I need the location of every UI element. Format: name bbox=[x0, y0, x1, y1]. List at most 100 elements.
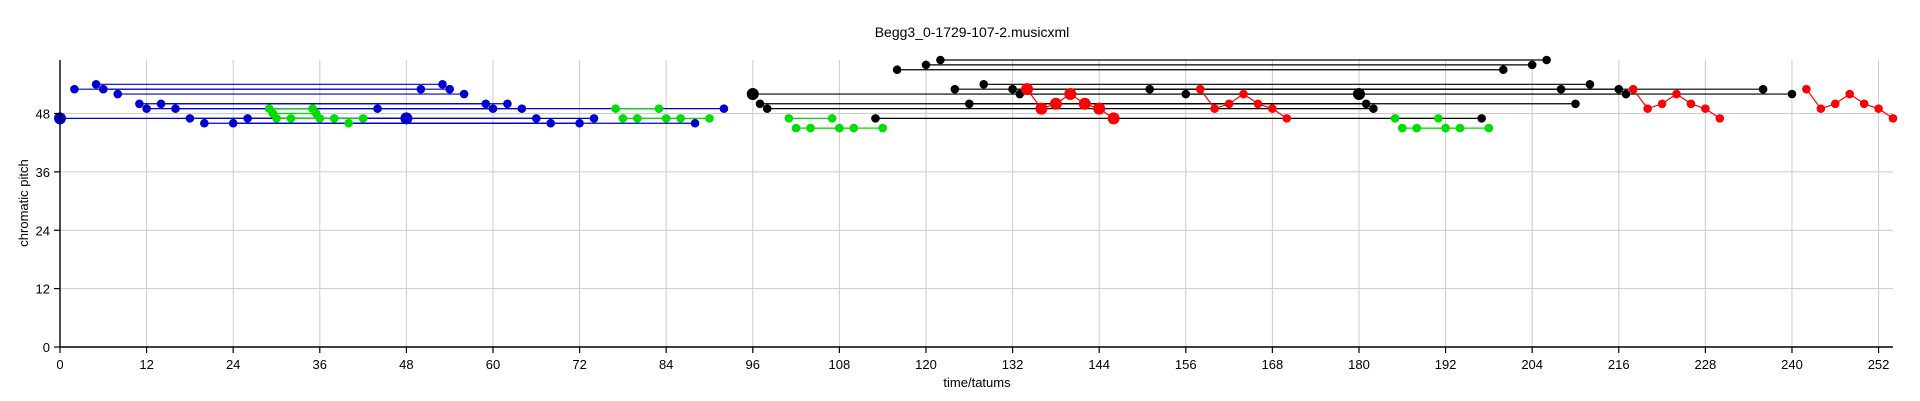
green-note-point bbox=[676, 114, 685, 123]
red-note-point bbox=[1224, 99, 1234, 109]
red-note-point bbox=[1802, 84, 1811, 94]
green-note-point bbox=[1390, 114, 1400, 123]
black-note-point bbox=[1758, 84, 1768, 94]
red-note-point bbox=[1268, 104, 1277, 113]
red-note-point bbox=[1859, 99, 1869, 109]
x-tick-label: 36 bbox=[313, 357, 327, 372]
red-note-point bbox=[1672, 89, 1681, 99]
red-note-point bbox=[1628, 84, 1638, 94]
blue-note-point bbox=[135, 99, 144, 109]
blue-note-point bbox=[503, 99, 512, 109]
grid bbox=[60, 60, 1893, 347]
black-note-point bbox=[936, 55, 945, 65]
black-note-point bbox=[1621, 89, 1631, 99]
blue-note-point bbox=[445, 84, 454, 94]
blue-note-point bbox=[546, 118, 556, 128]
blue-note-point bbox=[719, 104, 729, 113]
green-note-point bbox=[1434, 114, 1443, 123]
black-note-point bbox=[1542, 55, 1551, 65]
red-note-point bbox=[1282, 114, 1292, 123]
blue-note-point bbox=[185, 114, 195, 123]
x-tick-label: 204 bbox=[1521, 357, 1543, 372]
red-note-point bbox=[1107, 112, 1120, 125]
black-note-point bbox=[1585, 80, 1595, 89]
red-note-point bbox=[1049, 97, 1062, 110]
chart-title: Begg3_0-1729-107-2.musicxml bbox=[875, 24, 1070, 40]
green-note-point bbox=[654, 104, 664, 113]
x-tick-label: 120 bbox=[915, 357, 937, 372]
blue-note-point bbox=[575, 118, 584, 128]
green-note-point bbox=[835, 123, 844, 133]
red-note-point bbox=[1253, 99, 1263, 109]
blue-note-point bbox=[531, 114, 541, 123]
axes bbox=[59, 60, 1893, 348]
red-note-point bbox=[1686, 99, 1696, 109]
black-note-point bbox=[871, 114, 880, 123]
black-note-point bbox=[1181, 89, 1191, 99]
x-tick-label: 0 bbox=[56, 357, 63, 372]
green-note-point bbox=[661, 114, 671, 123]
black-note-point bbox=[1369, 104, 1378, 113]
red-note-point bbox=[1888, 114, 1898, 123]
green-note-point bbox=[1397, 123, 1407, 133]
y-ticks: 0 12 24 36 48 bbox=[36, 107, 60, 355]
black-note-point bbox=[1361, 99, 1371, 109]
blue-note-point bbox=[438, 80, 447, 89]
red-note-point bbox=[1830, 99, 1840, 109]
blue-note-point bbox=[589, 114, 599, 123]
green-note-point bbox=[611, 104, 620, 113]
x-ticks: 0 12 24 36 48 60 72 84 96 108 120 132 144 156 168 180 19… bbox=[56, 347, 1889, 372]
x-tick-label: 12 bbox=[139, 357, 153, 372]
green-note-point bbox=[633, 114, 642, 123]
x-tick-label: 60 bbox=[486, 357, 500, 372]
blue-note-point bbox=[91, 80, 101, 89]
red-note-point bbox=[1035, 102, 1048, 115]
black-note-point bbox=[1499, 65, 1508, 75]
x-tick-label: 168 bbox=[1262, 357, 1284, 372]
red-note-point bbox=[1657, 99, 1667, 109]
green-note-point bbox=[827, 114, 837, 123]
blue-note-point bbox=[243, 114, 252, 123]
x-tick-label: 72 bbox=[572, 357, 586, 372]
red-note-point bbox=[1715, 114, 1725, 123]
y-tick-label: 12 bbox=[36, 282, 50, 297]
x-tick-label: 228 bbox=[1695, 357, 1717, 372]
red-note-point bbox=[1210, 104, 1219, 113]
green-note-point bbox=[286, 114, 296, 123]
blue-note-point bbox=[400, 112, 413, 125]
black-note-point bbox=[950, 84, 960, 94]
red-note-point bbox=[1078, 97, 1091, 110]
green-note-point bbox=[344, 118, 353, 128]
green-note-point bbox=[1455, 123, 1465, 133]
blue-note-point bbox=[70, 84, 79, 94]
blue-note-point bbox=[171, 104, 180, 113]
x-tick-label: 132 bbox=[1002, 357, 1024, 372]
x-tick-label: 96 bbox=[746, 357, 760, 372]
green-note-point bbox=[849, 123, 859, 133]
green-note-point bbox=[784, 114, 794, 123]
green-note-point bbox=[1412, 123, 1422, 133]
x-tick-label: 156 bbox=[1175, 357, 1197, 372]
blue-note-point bbox=[142, 104, 151, 113]
x-tick-label: 24 bbox=[226, 357, 240, 372]
x-tick-label: 240 bbox=[1781, 357, 1803, 372]
red-note-point bbox=[1021, 83, 1034, 96]
green-note-point bbox=[705, 114, 714, 123]
y-tick-label: 48 bbox=[36, 107, 50, 122]
black-note-point bbox=[892, 65, 902, 75]
x-tick-label: 48 bbox=[399, 357, 413, 372]
black-note-point bbox=[979, 80, 989, 89]
black-note-point bbox=[1787, 89, 1797, 99]
black-note-point bbox=[755, 99, 765, 109]
blue-note-point bbox=[459, 89, 469, 99]
red-note-point bbox=[1874, 104, 1883, 113]
green-note-point bbox=[1441, 123, 1450, 133]
green-note-point bbox=[272, 114, 281, 123]
red-note-point bbox=[1643, 104, 1652, 113]
black-note-point bbox=[1571, 99, 1580, 109]
black-note-point bbox=[1008, 84, 1017, 94]
red-note-point bbox=[1816, 104, 1826, 113]
y-tick-label: 36 bbox=[36, 165, 50, 180]
x-axis-title: time/tatums bbox=[943, 375, 1011, 390]
black-note-point bbox=[964, 99, 974, 109]
